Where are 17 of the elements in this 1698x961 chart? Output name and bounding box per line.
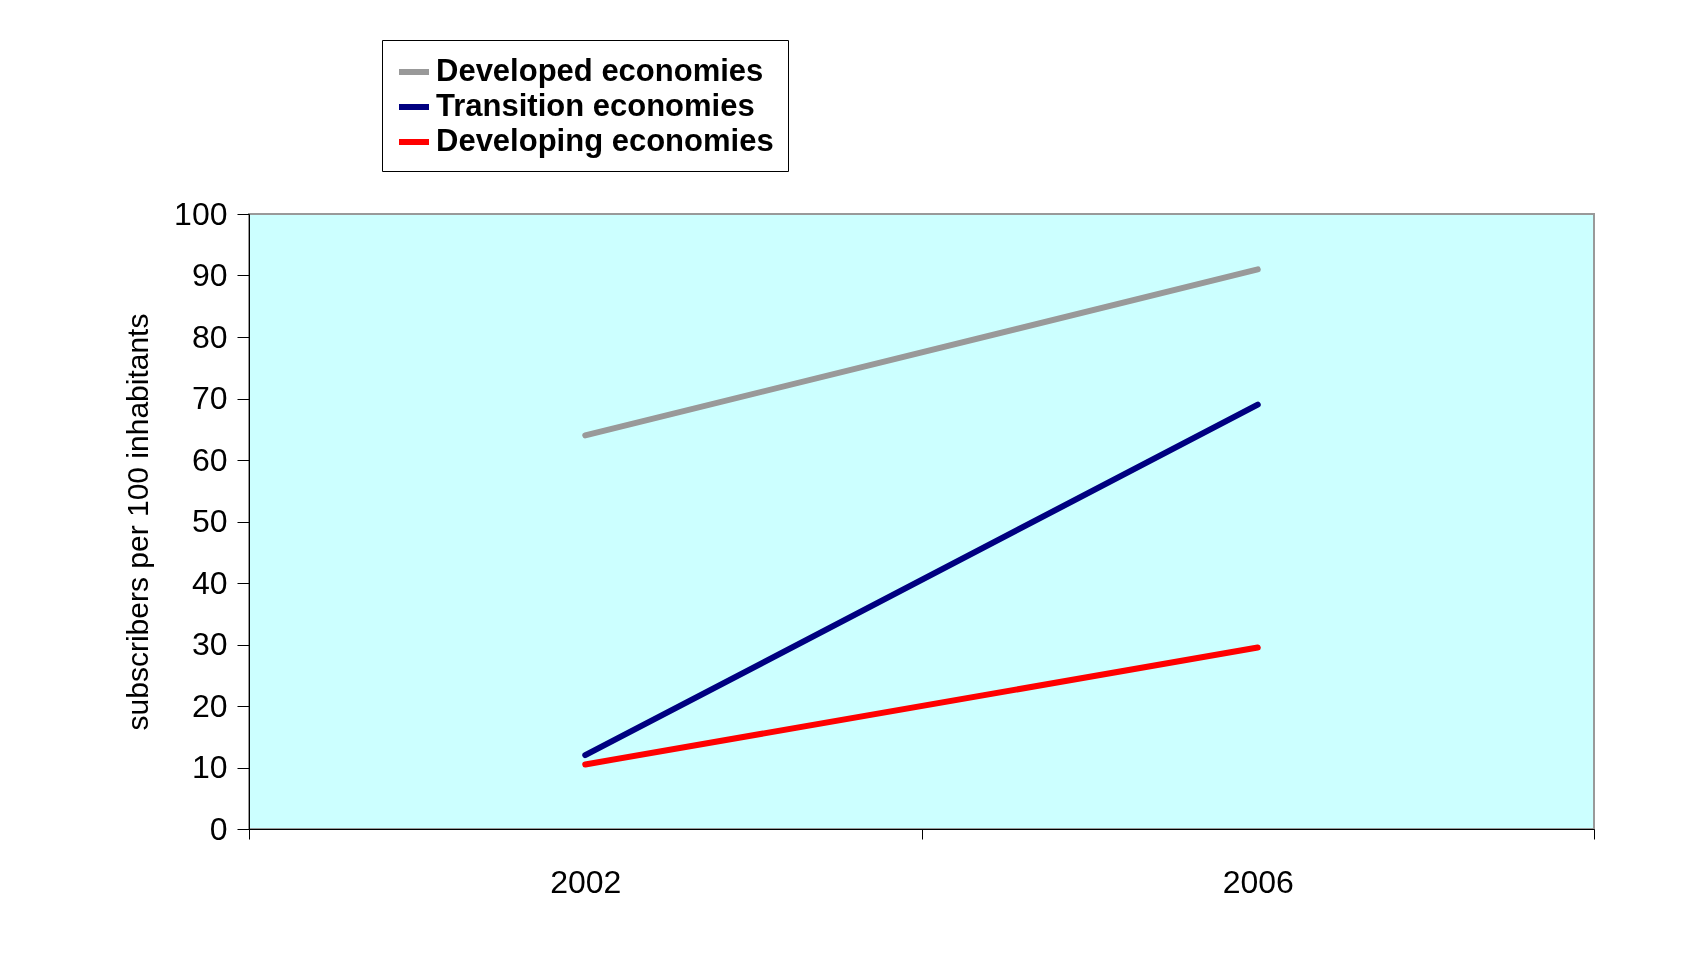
y-tick-label: 30 bbox=[191, 626, 228, 662]
x-tick-label: 2002 bbox=[550, 863, 622, 900]
y-tick-label: 40 bbox=[191, 564, 228, 601]
y-tick-label: 80 bbox=[191, 318, 228, 355]
legend-label: Developing economies bbox=[436, 123, 774, 158]
y-tick-label: 100 bbox=[174, 195, 228, 232]
legend-label: Developed economies bbox=[436, 53, 764, 88]
y-tick-label: 90 bbox=[191, 257, 228, 293]
legend-label: Transition economies bbox=[436, 88, 755, 123]
y-tick-label: 10 bbox=[191, 749, 228, 785]
y-axis-title: subscribers per 100 inhabitants bbox=[121, 313, 155, 731]
y-tick-label: 50 bbox=[191, 503, 228, 539]
y-tick-label: 70 bbox=[191, 380, 228, 416]
y-tick-label: 0 bbox=[209, 810, 228, 847]
y-tick-label: 60 bbox=[191, 441, 228, 478]
y-tick-label: 20 bbox=[191, 687, 228, 724]
x-tick-label: 2006 bbox=[1222, 863, 1294, 900]
